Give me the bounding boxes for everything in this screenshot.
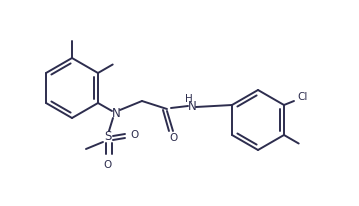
Text: Cl: Cl <box>298 92 308 102</box>
Text: O: O <box>104 160 112 170</box>
Text: S: S <box>104 130 112 144</box>
Text: O: O <box>131 130 139 140</box>
Text: O: O <box>170 133 178 143</box>
Text: H: H <box>185 94 193 104</box>
Text: N: N <box>188 99 196 112</box>
Text: N: N <box>112 107 120 119</box>
